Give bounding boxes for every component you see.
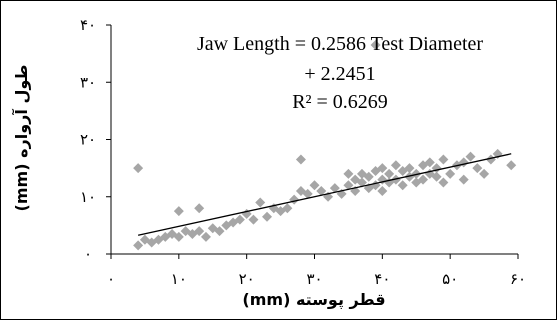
y-tick-label: ۳۰ [80,73,96,91]
x-tick-label: ۲۰ [239,270,255,288]
y-axis-ticks: ۰ ۱۰ ۲۰ ۳۰ ۴۰ [80,16,111,263]
data-point [262,211,273,222]
x-tick-label: ۴۰ [374,270,390,288]
data-point [431,171,442,182]
data-point [424,157,435,168]
data-point [309,180,320,191]
data-point [356,177,367,188]
data-point [282,203,293,214]
x-tick-label: ۵۰ [442,270,458,288]
data-point [194,226,205,237]
y-tick-label: ۱۰ [80,188,96,206]
x-axis-label: قطر پوسته (mm) [242,290,385,310]
x-tick-label: ۰ [107,270,115,288]
data-point [363,171,374,182]
y-axis-label: طول آرواره (mm) [11,65,31,212]
data-point [370,40,381,51]
y-tick-label: ۰ [84,245,92,263]
data-point [506,160,517,171]
data-point [458,174,469,185]
data-point [404,163,415,174]
data-point [302,188,313,199]
data-point [472,163,483,174]
equation-line-3: R² = 0.6269 [292,91,388,113]
data-point [418,174,429,185]
data-point [343,168,354,179]
data-point [384,168,395,179]
data-point [133,163,144,174]
data-point [377,186,388,197]
equation-line-2: + 2.2451 [304,63,375,85]
data-point [173,231,184,242]
data-point [316,186,327,197]
data-point [438,154,449,165]
data-point [390,160,401,171]
data-point [194,203,205,214]
data-point [377,163,388,174]
trendline [137,153,512,236]
data-point [411,168,422,179]
data-point [438,177,449,188]
data-point [200,231,211,242]
data-point [479,168,490,179]
data-point [397,180,408,191]
data-point [343,180,354,191]
equation-line-1: Jaw Length = 0.2586 Test Diameter [197,33,483,55]
data-point [255,197,266,208]
data-point [173,206,184,217]
data-point [133,240,144,251]
data-point [445,168,456,179]
x-tick-label: ۶۰ [510,270,526,288]
data-point [329,183,340,194]
data-point [465,151,476,162]
data-point [234,214,245,225]
x-tick-label: ۱۰ [171,270,187,288]
data-point [295,154,306,165]
x-tick-label: ۳۰ [306,270,322,288]
x-axis-ticks: ۰ ۱۰ ۲۰ ۳۰ ۴۰ ۵۰ ۶۰ [107,254,526,288]
y-tick-label: ۲۰ [80,131,96,149]
y-tick-label: ۴۰ [80,16,96,34]
data-point [248,214,259,225]
data-point [214,226,225,237]
